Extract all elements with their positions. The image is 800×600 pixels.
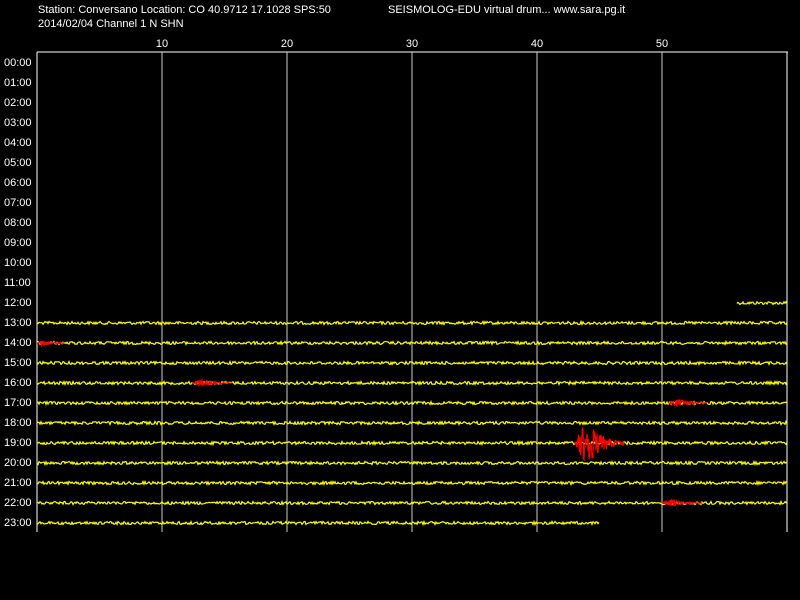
hour-label: 21:00 (4, 477, 32, 489)
hour-label: 03:00 (4, 117, 32, 129)
trace (36, 519, 600, 527)
trace (36, 439, 788, 447)
trace (36, 479, 788, 487)
header-line1: Station: Conversano Location: CO 40.9712… (38, 4, 331, 16)
header-source: SEISMOLOG-EDU virtual drum... www.sara.p… (388, 4, 625, 16)
hour-label: 07:00 (4, 197, 32, 209)
hour-label: 14:00 (4, 337, 32, 349)
trace (36, 319, 788, 327)
hour-label: 17:00 (4, 397, 32, 409)
hour-label: 13:00 (4, 317, 32, 329)
hour-label: 04:00 (4, 137, 32, 149)
hour-label: 19:00 (4, 437, 32, 449)
trace (36, 499, 788, 506)
trace (36, 359, 788, 367)
minute-tick-label: 40 (531, 38, 543, 50)
hour-label: 23:00 (4, 517, 32, 529)
trace (736, 300, 788, 306)
minute-tick-label: 20 (281, 38, 293, 50)
hour-label: 11:00 (4, 277, 31, 289)
event (191, 379, 233, 388)
event (661, 498, 703, 508)
trace (36, 339, 788, 347)
hour-label: 18:00 (4, 417, 32, 429)
trace (36, 399, 788, 406)
hour-label: 22:00 (4, 497, 32, 509)
minute-tick-label: 30 (406, 38, 418, 50)
hour-label: 00:00 (4, 57, 32, 69)
hour-label: 12:00 (4, 297, 32, 309)
event (574, 427, 625, 462)
hour-label: 16:00 (4, 377, 32, 389)
hour-label: 20:00 (4, 457, 32, 469)
hour-label: 05:00 (4, 157, 32, 169)
hour-label: 09:00 (4, 237, 32, 249)
header-line2: 2014/02/04 Channel 1 N SHN (38, 18, 184, 30)
event (36, 340, 65, 348)
trace (36, 419, 788, 427)
trace (36, 379, 788, 387)
minute-tick-label: 50 (656, 38, 668, 50)
trace (36, 459, 788, 467)
hour-label: 15:00 (4, 357, 32, 369)
hour-label: 06:00 (4, 177, 32, 189)
minute-tick-label: 10 (156, 38, 168, 50)
hour-label: 08:00 (4, 217, 32, 229)
hour-label: 10:00 (4, 257, 32, 269)
hour-label: 01:00 (4, 77, 32, 89)
hour-label: 02:00 (4, 97, 32, 109)
event (668, 398, 707, 407)
